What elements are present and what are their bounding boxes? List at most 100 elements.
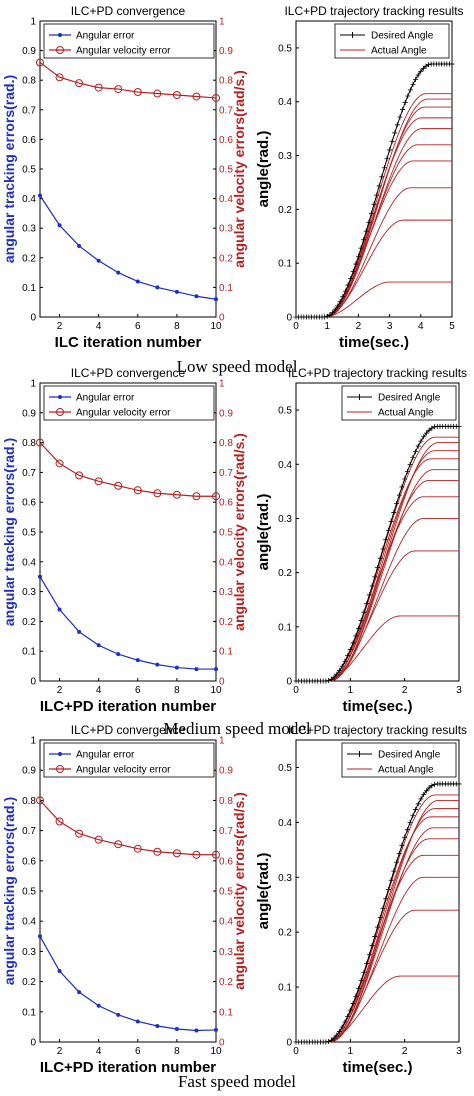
desired-marker: [402, 476, 408, 482]
y-axis-label: angular tracking errors(rad.): [1, 438, 17, 626]
data-point: [153, 89, 162, 98]
desired-marker: [337, 299, 343, 305]
desired-marker: [415, 443, 421, 449]
desired-marker: [384, 156, 390, 162]
data-point: [135, 1019, 140, 1024]
data-point: [135, 658, 140, 663]
y2-tick-label: 0.6: [219, 135, 233, 146]
data-point: [38, 193, 42, 198]
data-point: [114, 481, 123, 490]
desired-marker: [364, 961, 370, 967]
x-tick-label: 6: [135, 685, 141, 696]
x-tick-label: 1: [324, 321, 330, 332]
desired-marker: [396, 492, 402, 498]
desired-marker: [368, 210, 374, 216]
actual-angle-curve: [296, 187, 452, 318]
desired-marker: [369, 943, 375, 949]
y-tick-label: 0: [30, 313, 36, 324]
desired-marker: [405, 93, 411, 99]
x-tick-label: 6: [135, 1046, 141, 1057]
data-point: [94, 83, 103, 92]
desired-marker: [407, 87, 413, 93]
desired-marker: [379, 174, 385, 180]
legend-label-actual: Actual Angle: [378, 408, 434, 419]
plot-frame: [39, 739, 217, 1043]
caption-medium: Medium speed model: [163, 719, 311, 738]
chart-medium-trajectory: ILC+PD trajectory tracking results time(s…: [255, 366, 467, 715]
desired-marker: [369, 583, 375, 589]
data-point: [155, 662, 160, 667]
y2-axis-label: angular velocity errors(rad/s.): [231, 70, 247, 268]
x-axis-label: time(sec.): [342, 698, 412, 715]
desired-marker: [400, 107, 406, 113]
y-tick-label: 0.2: [22, 617, 36, 628]
desired-marker: [345, 1013, 351, 1019]
desired-marker: [348, 276, 354, 282]
y-tick-label: 0.4: [22, 917, 36, 928]
desired-marker: [350, 268, 356, 274]
y-axis-label: angle(rad.): [255, 853, 272, 930]
x-tick-label: 4: [96, 685, 102, 696]
series-line-1: [39, 799, 216, 856]
desired-marker: [418, 68, 424, 74]
desired-marker: [396, 851, 402, 857]
desired-angle-curve: [296, 63, 452, 318]
desired-marker: [394, 122, 400, 128]
y2-tick-label: 0: [219, 1038, 225, 1049]
y2-tick-label: 1: [219, 17, 225, 28]
y-tick-label: 0.2: [278, 568, 292, 579]
desired-marker: [345, 653, 351, 659]
data-point: [133, 486, 142, 495]
actual-angle-curve: [296, 128, 452, 318]
actual-angle-curve: [296, 436, 459, 682]
desired-marker: [404, 827, 410, 833]
legend-label-1: Angular velocity error: [76, 765, 171, 776]
series-line-0: [39, 936, 217, 1032]
data-point: [96, 258, 101, 263]
desired-marker: [392, 130, 398, 136]
x-tick-label: 10: [210, 685, 222, 696]
desired-marker: [353, 261, 359, 267]
desired-marker: [323, 1039, 329, 1045]
data-point: [172, 91, 181, 99]
desired-marker: [355, 253, 361, 259]
desired-marker: [380, 905, 386, 911]
actual-angle-curve: [296, 106, 452, 318]
desired-marker: [410, 813, 416, 819]
y-tick-label: 0.9: [22, 766, 36, 777]
desired-marker: [334, 1032, 340, 1038]
legend-label-0: Angular error: [76, 750, 135, 761]
y2-tick-label: 0.6: [219, 498, 233, 509]
legend-label-0: Angular error: [76, 31, 135, 42]
desired-marker: [345, 282, 351, 288]
desired-marker: [342, 1019, 348, 1025]
y2-tick-label: 0.5: [219, 887, 233, 898]
y-tick-label: 0.8: [22, 796, 36, 807]
desired-marker: [456, 781, 462, 787]
desired-marker: [361, 609, 367, 615]
desired-marker: [383, 896, 389, 902]
desired-marker: [377, 915, 383, 921]
data-point: [57, 969, 62, 974]
desired-marker: [324, 313, 330, 319]
y-tick-label: 0.5: [278, 43, 292, 54]
data-point: [135, 279, 140, 284]
data-point: [133, 844, 142, 853]
y-tick-label: 0.3: [278, 514, 292, 525]
actual-angle-curve: [296, 469, 459, 682]
y2-tick-label: 0.7: [219, 468, 233, 479]
y2-tick-label: 0.5: [219, 528, 233, 539]
desired-marker: [331, 674, 337, 680]
desired-marker: [371, 201, 377, 207]
desired-marker: [380, 546, 386, 552]
actual-angle-curve: [296, 799, 459, 1043]
x-tick-label: 3: [456, 1046, 462, 1057]
legend-box: [43, 742, 215, 778]
y2-tick-label: 0.7: [219, 826, 233, 837]
desired-marker: [377, 555, 383, 561]
y-tick-label: 0.5: [278, 763, 292, 774]
desired-marker: [426, 785, 432, 791]
data-point: [116, 652, 121, 657]
x-tick-label: 0: [293, 1046, 299, 1057]
actual-angle-curve: [296, 827, 459, 1043]
